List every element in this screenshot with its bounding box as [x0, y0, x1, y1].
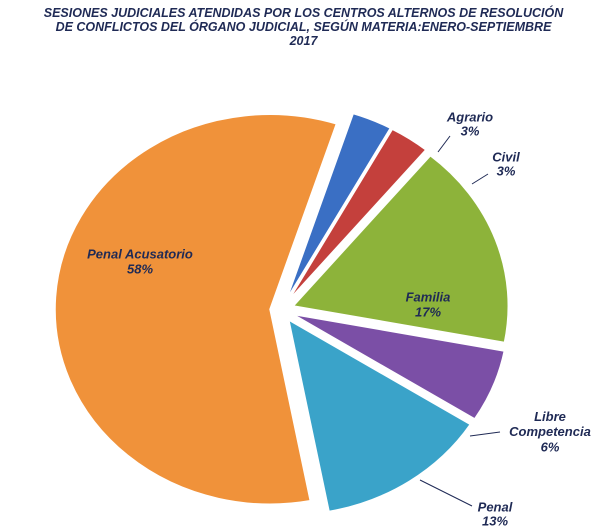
slice-label: Civil — [492, 149, 520, 164]
leader-line — [469, 431, 501, 437]
slice-label: Agrario — [446, 109, 493, 124]
leader-line — [471, 173, 489, 185]
slice-label: Libre Competencia — [509, 409, 591, 439]
slice-value-label: 3% — [461, 123, 480, 138]
pie-slice — [288, 128, 427, 301]
slice-label: Penal — [478, 499, 513, 514]
slice-value-label: 58% — [127, 261, 153, 276]
slice-label: Familia — [406, 289, 451, 304]
pie-slice — [292, 313, 506, 420]
leader-line — [437, 135, 451, 153]
slice-label: Penal Acusatorio — [87, 246, 193, 261]
slice-value-label: 6% — [541, 439, 560, 454]
pie-slice — [54, 113, 338, 505]
leader-line — [419, 479, 473, 507]
chart-title: SESIONES JUDICIALES ATENDIDAS POR LOS CE… — [43, 6, 564, 48]
pie-slice — [291, 154, 509, 344]
slice-value-label: 3% — [497, 163, 516, 178]
pie-slice — [286, 112, 392, 300]
slice-value-label: 13% — [482, 513, 508, 528]
slice-value-label: 17% — [415, 304, 441, 319]
pie-slice — [287, 318, 472, 513]
